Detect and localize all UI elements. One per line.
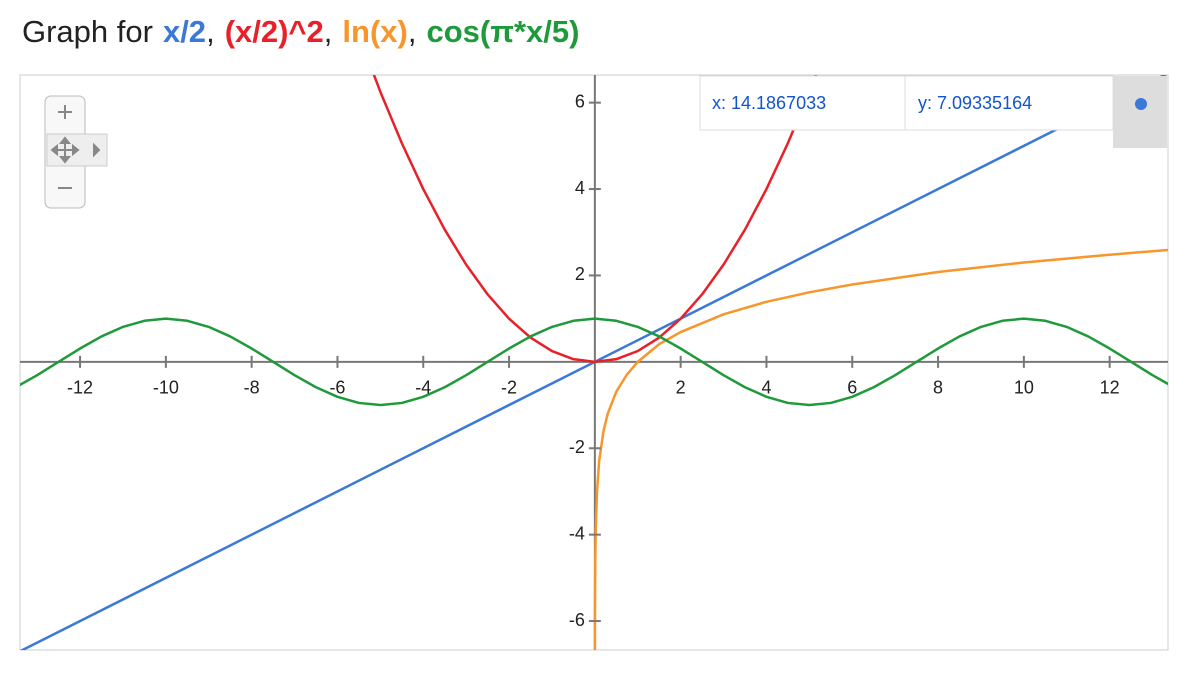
title-separator: , <box>206 14 215 49</box>
x-tick-label: -10 <box>153 378 179 398</box>
x-tick-label: 12 <box>1100 378 1120 398</box>
x-tick-label: 10 <box>1014 378 1034 398</box>
title-separator: , <box>324 14 333 49</box>
plot <box>20 75 1168 650</box>
readout-dot <box>1135 98 1147 110</box>
y-tick-label: -4 <box>569 523 585 543</box>
x-tick-label: -2 <box>501 378 517 398</box>
readout-x: x: 14.1867033 <box>712 93 826 113</box>
title-text: Graph for <box>22 14 153 49</box>
readout-y: y: 7.09335164 <box>918 93 1032 113</box>
series-line <box>372 75 818 364</box>
legend-entry: cos(π*x/5) <box>426 14 579 49</box>
x-tick-label: -12 <box>67 378 93 398</box>
x-tick-label: 8 <box>933 378 943 398</box>
x-tick-label: -6 <box>329 378 345 398</box>
series-line <box>593 248 1168 650</box>
legend-entry: ln(x) <box>342 14 407 49</box>
y-tick-label: -2 <box>569 437 585 457</box>
readout-box <box>904 75 1114 131</box>
series-line <box>20 317 1168 407</box>
legend-entry: x/2 <box>163 14 206 49</box>
y-tick-label: 2 <box>575 264 585 284</box>
chart-title: Graph for x/2, (x/2)^2, ln(x), cos(π*x/5) <box>22 14 579 49</box>
readout: x: 14.1867033 y: 7.09335164 <box>699 75 1167 148</box>
x-tick-label: 4 <box>761 378 771 398</box>
legend-entry: (x/2)^2 <box>225 14 324 49</box>
x-tick-label: -8 <box>244 378 260 398</box>
zoom-control[interactable] <box>44 95 108 209</box>
pan-icon[interactable] <box>50 136 101 164</box>
readout-box <box>699 75 906 131</box>
readout-swatch[interactable] <box>1113 76 1167 148</box>
x-tick-label: 6 <box>847 378 857 398</box>
x-tick-label: -4 <box>415 378 431 398</box>
y-tick-label: 4 <box>575 178 585 198</box>
title-separator: , <box>408 14 417 49</box>
y-tick-label: 6 <box>575 91 585 111</box>
y-tick-label: -6 <box>569 610 585 630</box>
x-tick-label: 2 <box>676 378 686 398</box>
